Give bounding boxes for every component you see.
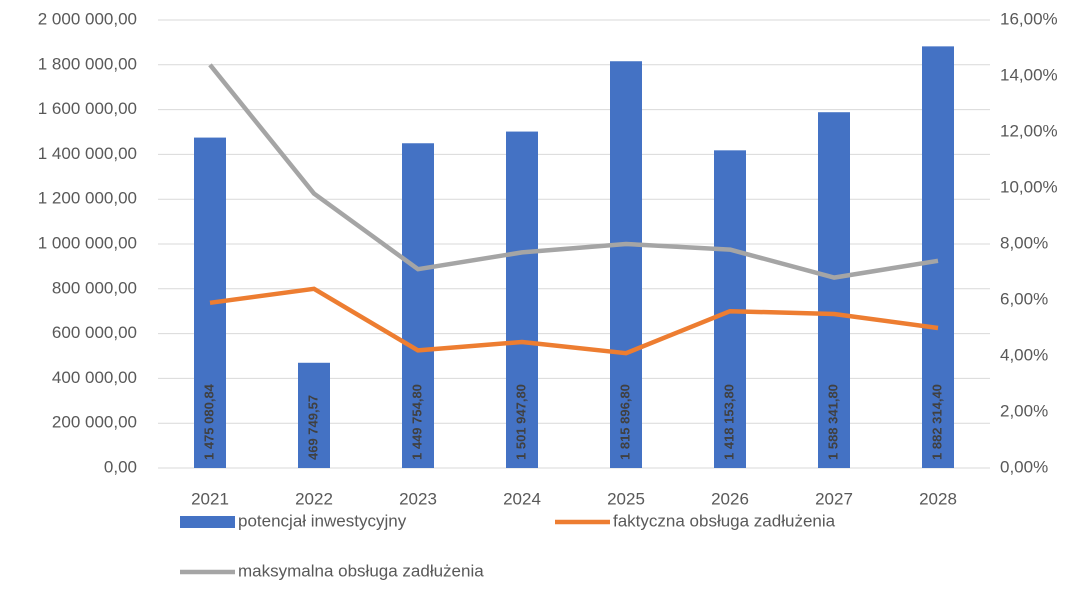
x-tick-label: 2022 xyxy=(295,489,333,508)
x-tick-label: 2024 xyxy=(503,489,541,508)
y2-tick-label: 0,00% xyxy=(1000,457,1048,476)
legend-label: maksymalna obsługa zadłużenia xyxy=(238,561,484,580)
x-tick-label: 2027 xyxy=(815,489,853,508)
bar-label: 1 588 341,80 xyxy=(825,384,840,460)
legend-label: potencjał inwestycyjny xyxy=(238,511,407,530)
x-tick-label: 2026 xyxy=(711,489,749,508)
y2-tick-label: 4,00% xyxy=(1000,345,1048,364)
legend-label: faktyczna obsługa zadłużenia xyxy=(613,511,836,530)
legend-swatch xyxy=(180,516,235,528)
bar-label: 1 882 314,40 xyxy=(929,384,944,460)
y2-tick-label: 10,00% xyxy=(1000,177,1058,196)
line xyxy=(209,286,939,356)
x-tick-label: 2028 xyxy=(919,489,957,508)
bar xyxy=(610,61,642,469)
x-tick-label: 2025 xyxy=(607,489,645,508)
bar xyxy=(402,143,434,468)
y-tick-label: 400 000,00 xyxy=(52,368,137,387)
y2-tick-label: 16,00% xyxy=(1000,9,1058,28)
y2-tick-label: 6,00% xyxy=(1000,289,1048,308)
bar xyxy=(922,46,954,469)
x-tick-label: 2021 xyxy=(191,489,229,508)
y2-tick-label: 12,00% xyxy=(1000,121,1058,140)
y-tick-label: 1 000 000,00 xyxy=(38,233,137,252)
y-tick-label: 1 200 000,00 xyxy=(38,189,137,208)
bar xyxy=(506,131,538,468)
bar-label: 1 501 947,80 xyxy=(513,384,528,460)
y-tick-label: 1 600 000,00 xyxy=(38,99,137,118)
line xyxy=(208,63,939,280)
y-tick-label: 800 000,00 xyxy=(52,278,137,297)
y-tick-label: 1 400 000,00 xyxy=(38,144,137,163)
y-tick-label: 0,00 xyxy=(104,457,137,476)
bar-label: 469 749,57 xyxy=(305,395,320,460)
bar xyxy=(298,362,330,468)
bar-label: 1 815 896,80 xyxy=(617,384,632,460)
y-tick-label: 1 800 000,00 xyxy=(38,54,137,73)
y-tick-label: 200 000,00 xyxy=(52,413,137,432)
bar-label: 1 418 153,80 xyxy=(721,384,736,460)
y-tick-label: 2 000 000,00 xyxy=(38,9,137,28)
y2-tick-label: 14,00% xyxy=(1000,65,1058,84)
y2-tick-label: 2,00% xyxy=(1000,401,1048,420)
x-tick-label: 2023 xyxy=(399,489,437,508)
y-tick-label: 600 000,00 xyxy=(52,323,137,342)
bar-label: 1 449 754,80 xyxy=(409,384,424,460)
y2-tick-label: 8,00% xyxy=(1000,233,1048,252)
bar xyxy=(818,112,850,469)
bar-label: 1 475 080,84 xyxy=(201,383,216,460)
